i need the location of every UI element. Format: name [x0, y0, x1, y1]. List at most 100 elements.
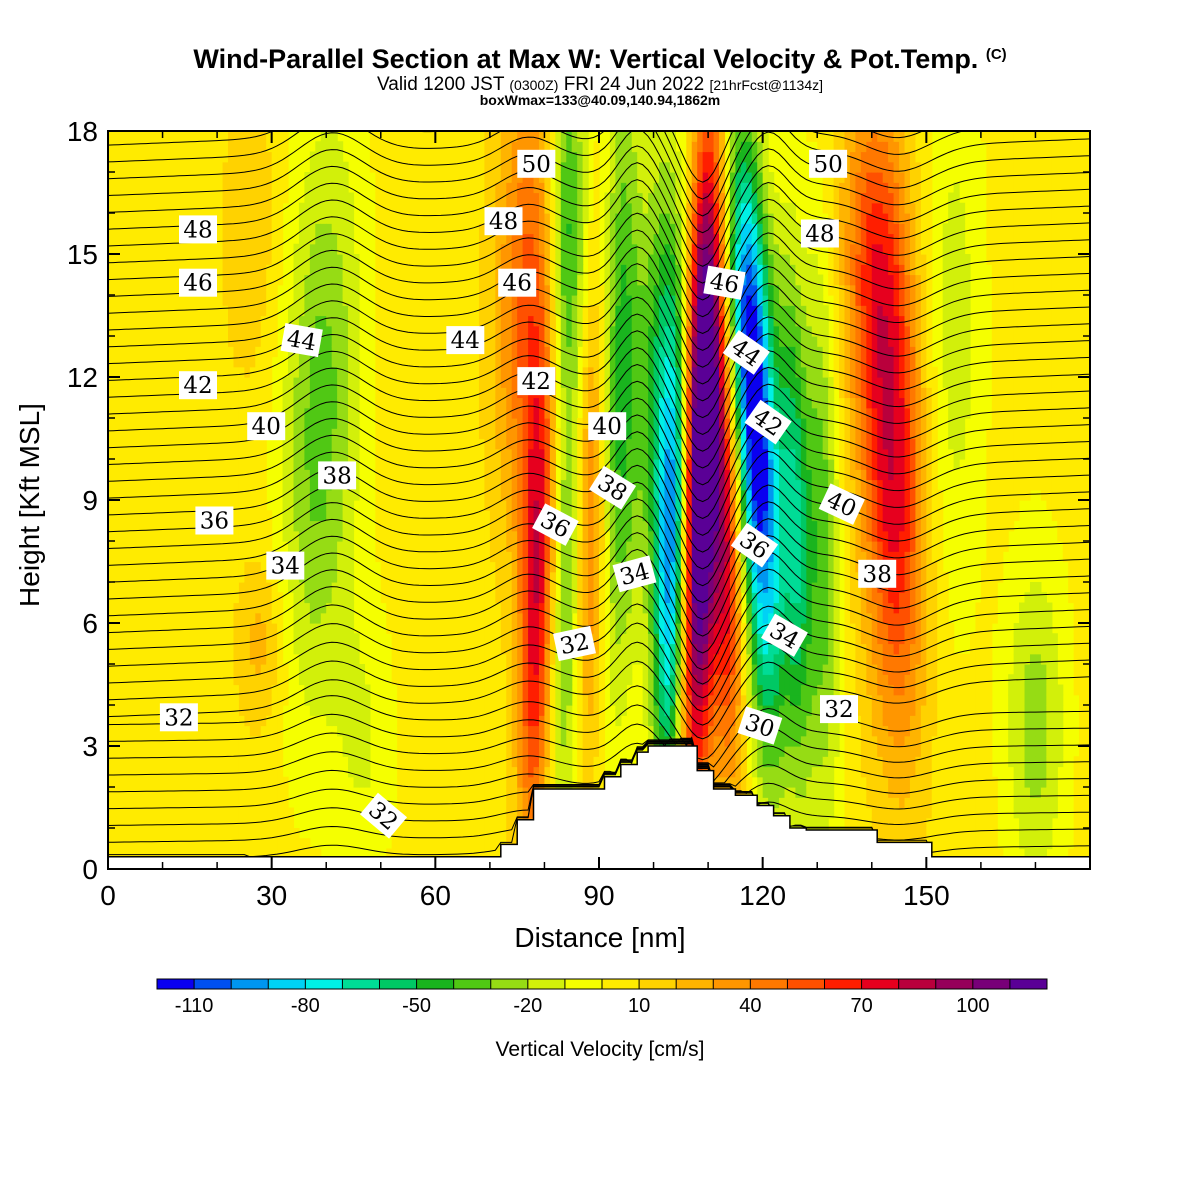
- field-cell: [200, 653, 207, 665]
- field-cell: [217, 172, 224, 183]
- field-cell: [337, 489, 344, 501]
- field-cell: [288, 469, 295, 481]
- field-cell: [222, 356, 229, 368]
- field-cell: [140, 428, 147, 440]
- field-cell: [113, 254, 120, 265]
- field-cell: [429, 694, 436, 706]
- field-cell: [446, 274, 453, 286]
- field-cell: [298, 541, 305, 552]
- field-cell: [200, 694, 207, 706]
- field-cell: [266, 315, 273, 327]
- field-cell: [266, 623, 273, 634]
- field-cell: [151, 838, 158, 850]
- field-cell: [489, 131, 496, 142]
- field-cell: [162, 254, 169, 265]
- field-cell: [511, 233, 518, 245]
- field-cell: [380, 366, 387, 378]
- field-cell: [402, 500, 409, 511]
- field-cell: [129, 192, 136, 204]
- field-cell: [424, 254, 431, 265]
- field-cell: [446, 756, 453, 768]
- field-cell: [500, 315, 507, 327]
- field-cell: [228, 397, 235, 409]
- field-cell: [277, 746, 284, 757]
- field-cell: [206, 715, 213, 727]
- field-cell: [457, 500, 464, 511]
- field-cell: [151, 746, 158, 757]
- field-cell: [255, 848, 262, 860]
- field-cell: [157, 161, 164, 173]
- field-cell: [440, 438, 447, 450]
- field-cell: [157, 643, 164, 655]
- field-cell: [429, 254, 436, 265]
- field-cell: [478, 151, 486, 163]
- field-cell: [429, 787, 436, 798]
- field-cell: [326, 202, 333, 214]
- field-cell: [162, 797, 169, 809]
- field-cell: [429, 223, 436, 235]
- field-cell: [211, 428, 218, 440]
- field-cell: [418, 746, 426, 757]
- field-cell: [140, 223, 147, 235]
- field-cell: [260, 356, 267, 368]
- field-cell: [200, 407, 207, 419]
- field-cell: [342, 438, 349, 450]
- field-cell: [146, 428, 153, 440]
- field-cell: [288, 407, 295, 419]
- field-cell: [478, 366, 486, 378]
- field-cell: [277, 213, 284, 224]
- field-cell: [157, 243, 164, 255]
- field-cell: [506, 407, 513, 419]
- field-cell: [173, 541, 180, 552]
- field-cell: [168, 756, 175, 768]
- field-cell: [124, 459, 131, 470]
- field-cell: [397, 295, 404, 306]
- field-cell: [260, 807, 267, 819]
- field-cell: [151, 274, 158, 286]
- field-cell: [162, 438, 169, 450]
- field-cell: [440, 746, 447, 757]
- field-cell: [495, 653, 502, 665]
- field-cell: [206, 325, 213, 337]
- field-cell: [309, 530, 316, 542]
- field-cell: [462, 387, 469, 399]
- field-cell: [293, 623, 300, 634]
- field-cell: [108, 551, 115, 563]
- field-cell: [326, 438, 333, 450]
- field-cell: [484, 787, 491, 798]
- field-cell: [255, 182, 262, 194]
- field-cell: [140, 530, 147, 542]
- field-cell: [386, 151, 393, 163]
- field-cell: [277, 776, 284, 788]
- field-cell: [244, 592, 251, 604]
- field-cell: [522, 202, 529, 214]
- field-cell: [397, 623, 404, 634]
- field-cell: [517, 735, 524, 747]
- field-cell: [288, 305, 295, 317]
- field-cell: [528, 336, 535, 347]
- field-cell: [271, 233, 278, 245]
- field-cell: [195, 817, 202, 829]
- field-cell: [249, 459, 256, 470]
- field-cell: [124, 582, 131, 593]
- field-cell: [506, 243, 513, 255]
- field-cell: [348, 684, 355, 696]
- vertical-velocity-field: [108, 131, 1090, 869]
- field-cell: [162, 571, 169, 583]
- field-cell: [178, 664, 185, 675]
- field-cell: [402, 623, 409, 634]
- field-cell: [473, 797, 480, 809]
- field-cell: [397, 264, 404, 276]
- field-cell: [140, 141, 147, 153]
- field-cell: [178, 520, 185, 532]
- field-cell: [124, 848, 131, 860]
- field-cell: [118, 592, 125, 604]
- field-cell: [402, 336, 409, 347]
- field-cell: [168, 828, 175, 839]
- field-cell: [140, 766, 147, 778]
- field-cell: [506, 725, 513, 737]
- field-cell: [140, 366, 147, 378]
- field-cell: [528, 315, 535, 327]
- field-cell: [484, 694, 491, 706]
- field-cell: [293, 356, 300, 368]
